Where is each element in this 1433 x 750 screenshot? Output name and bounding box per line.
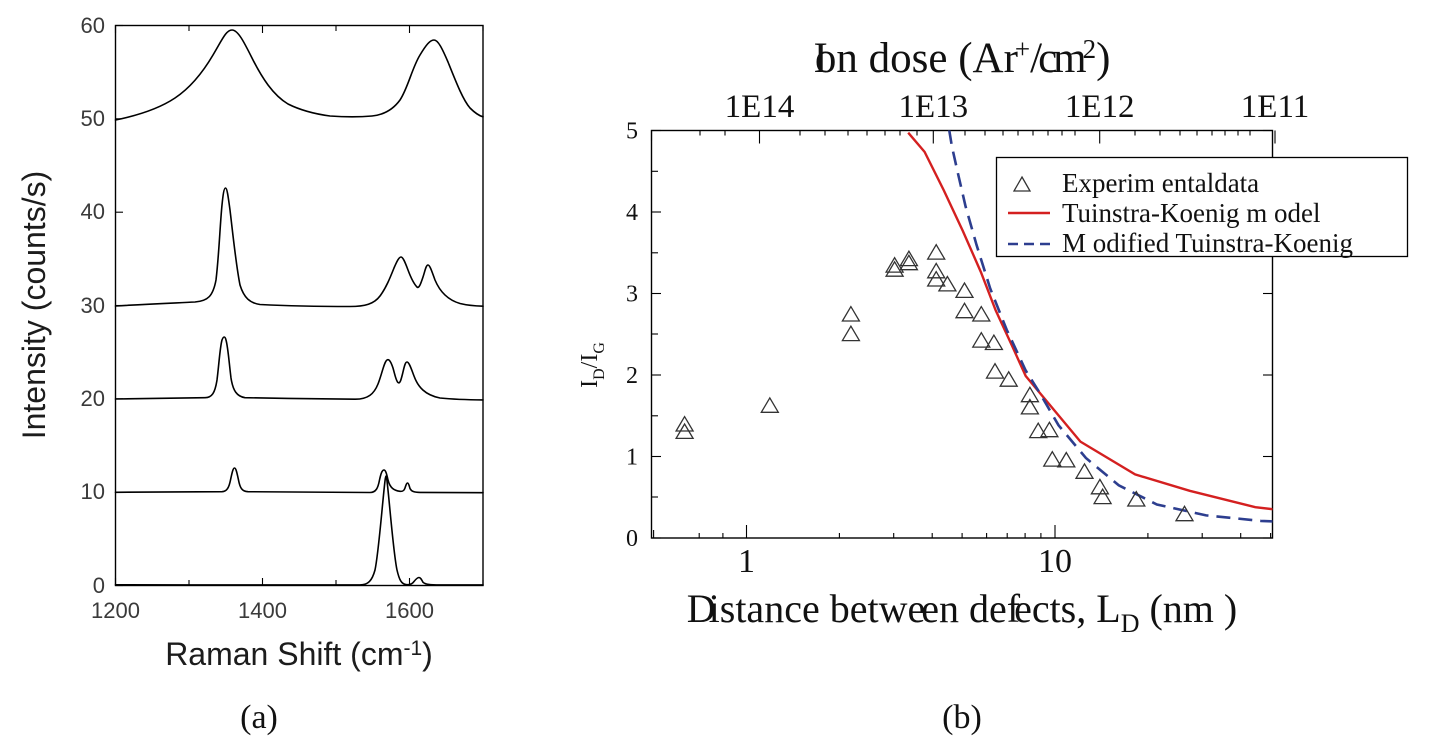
- svg-text:0: 0: [93, 573, 105, 598]
- svg-text:10: 10: [81, 479, 105, 504]
- svg-text:1E12: 1E12: [1065, 89, 1135, 125]
- svg-text:40: 40: [81, 199, 105, 224]
- svg-text:2: 2: [626, 363, 638, 389]
- svg-text:1E13: 1E13: [898, 89, 968, 125]
- svg-text:(b): (b): [942, 699, 982, 736]
- svg-text:Intensity (counts/s): Intensity (counts/s): [16, 171, 52, 440]
- svg-text:4: 4: [626, 200, 638, 226]
- svg-text:Experim entaldata: Experim entaldata: [1062, 168, 1259, 198]
- svg-text:10: 10: [1038, 543, 1072, 580]
- svg-text:1: 1: [626, 445, 638, 471]
- svg-text:(a): (a): [240, 699, 278, 736]
- svg-text:60: 60: [81, 13, 105, 38]
- svg-text:1200: 1200: [91, 598, 140, 623]
- svg-text:Raman Shift (cm-1): Raman Shift (cm-1): [165, 636, 433, 672]
- svg-text:30: 30: [81, 293, 105, 318]
- svg-text:3: 3: [626, 282, 638, 308]
- svg-text:1E11: 1E11: [1241, 89, 1309, 125]
- svg-text:Ion dose (Ar+/cm2): Ion dose (Ar+/cm2): [814, 34, 1111, 82]
- svg-text:1600: 1600: [385, 598, 434, 623]
- svg-text:0: 0: [626, 526, 638, 552]
- svg-text:M odified Tuinstra-Koenig: M odified Tuinstra-Koenig: [1062, 228, 1353, 258]
- svg-text:50: 50: [81, 106, 105, 131]
- svg-text:1400: 1400: [238, 598, 287, 623]
- svg-text:Distance between defects, LD (: Distance between defects, LD (nm ): [687, 586, 1237, 638]
- svg-text:20: 20: [81, 386, 105, 411]
- svg-text:5: 5: [626, 119, 638, 145]
- svg-text:Tuinstra-Koenig m odel: Tuinstra-Koenig m odel: [1062, 198, 1321, 228]
- svg-text:1E14: 1E14: [725, 89, 795, 125]
- svg-text:1: 1: [738, 543, 755, 580]
